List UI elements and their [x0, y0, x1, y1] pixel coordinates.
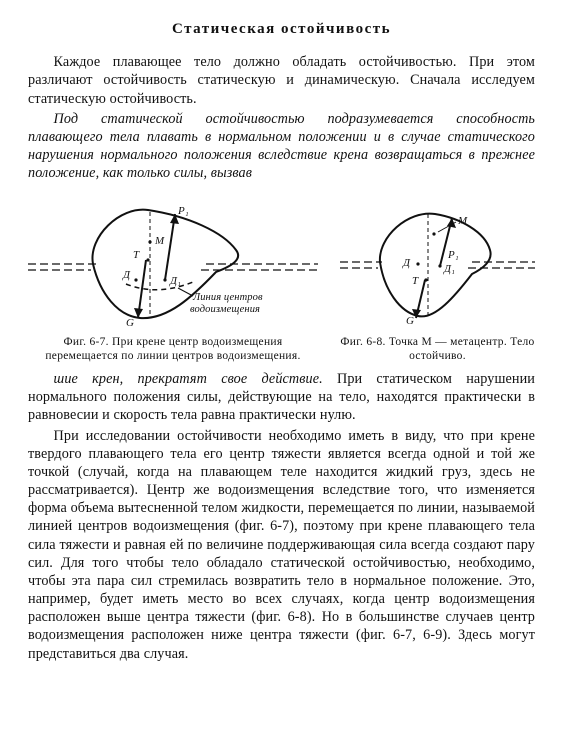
svg-text:P₁: P₁ — [177, 205, 189, 217]
svg-text:Д: Д — [402, 257, 411, 269]
figure-6-8-svg: M Д Д₁ P₁ T G — [340, 192, 535, 332]
paragraph-3: шие крен, прекратят свое действие. При с… — [28, 370, 535, 425]
paragraph-4: При исследовании остойчивости необходимо… — [28, 427, 535, 663]
svg-text:Д₁: Д₁ — [443, 263, 455, 275]
svg-text:T: T — [133, 249, 140, 261]
svg-text:Д: Д — [122, 269, 131, 281]
caption-6-7: Фиг. 6-7. При крене центр водоизме­щения… — [28, 336, 318, 364]
figure-6-7-svg: P₁ M T Д Д₁ G Линия центров водоизмещени… — [28, 192, 318, 332]
figure-6-7: P₁ M T Д Д₁ G Линия центров водоизмещени… — [28, 192, 318, 364]
caption-6-8: Фиг. 6-8. Точка M — ме­тацентр. Тело ост… — [340, 336, 535, 364]
para3-lead: шие крен, прекратят свое действие. — [54, 371, 337, 387]
paragraph-1: Каждое плавающее тело должно обладать ос… — [28, 53, 535, 108]
svg-text:P₁: P₁ — [447, 249, 459, 261]
svg-text:водоизмещения: водоизмещения — [190, 304, 260, 315]
svg-text:G: G — [126, 317, 134, 329]
svg-text:T: T — [412, 275, 419, 287]
svg-text:Линия центров: Линия центров — [192, 292, 263, 303]
paragraph-2-italic: Под статической остойчивостью подразумев… — [28, 110, 535, 183]
section-title: Статическая остойчивость — [28, 20, 535, 39]
figure-row: P₁ M T Д Д₁ G Линия центров водоизмещени… — [28, 192, 535, 364]
svg-text:Д₁: Д₁ — [169, 275, 181, 287]
svg-text:G: G — [406, 315, 414, 327]
svg-text:M: M — [457, 215, 468, 227]
figure-6-8: M Д Д₁ P₁ T G Фиг. 6-8. Точка M — ме­тац… — [340, 192, 535, 364]
svg-text:M: M — [154, 235, 165, 247]
